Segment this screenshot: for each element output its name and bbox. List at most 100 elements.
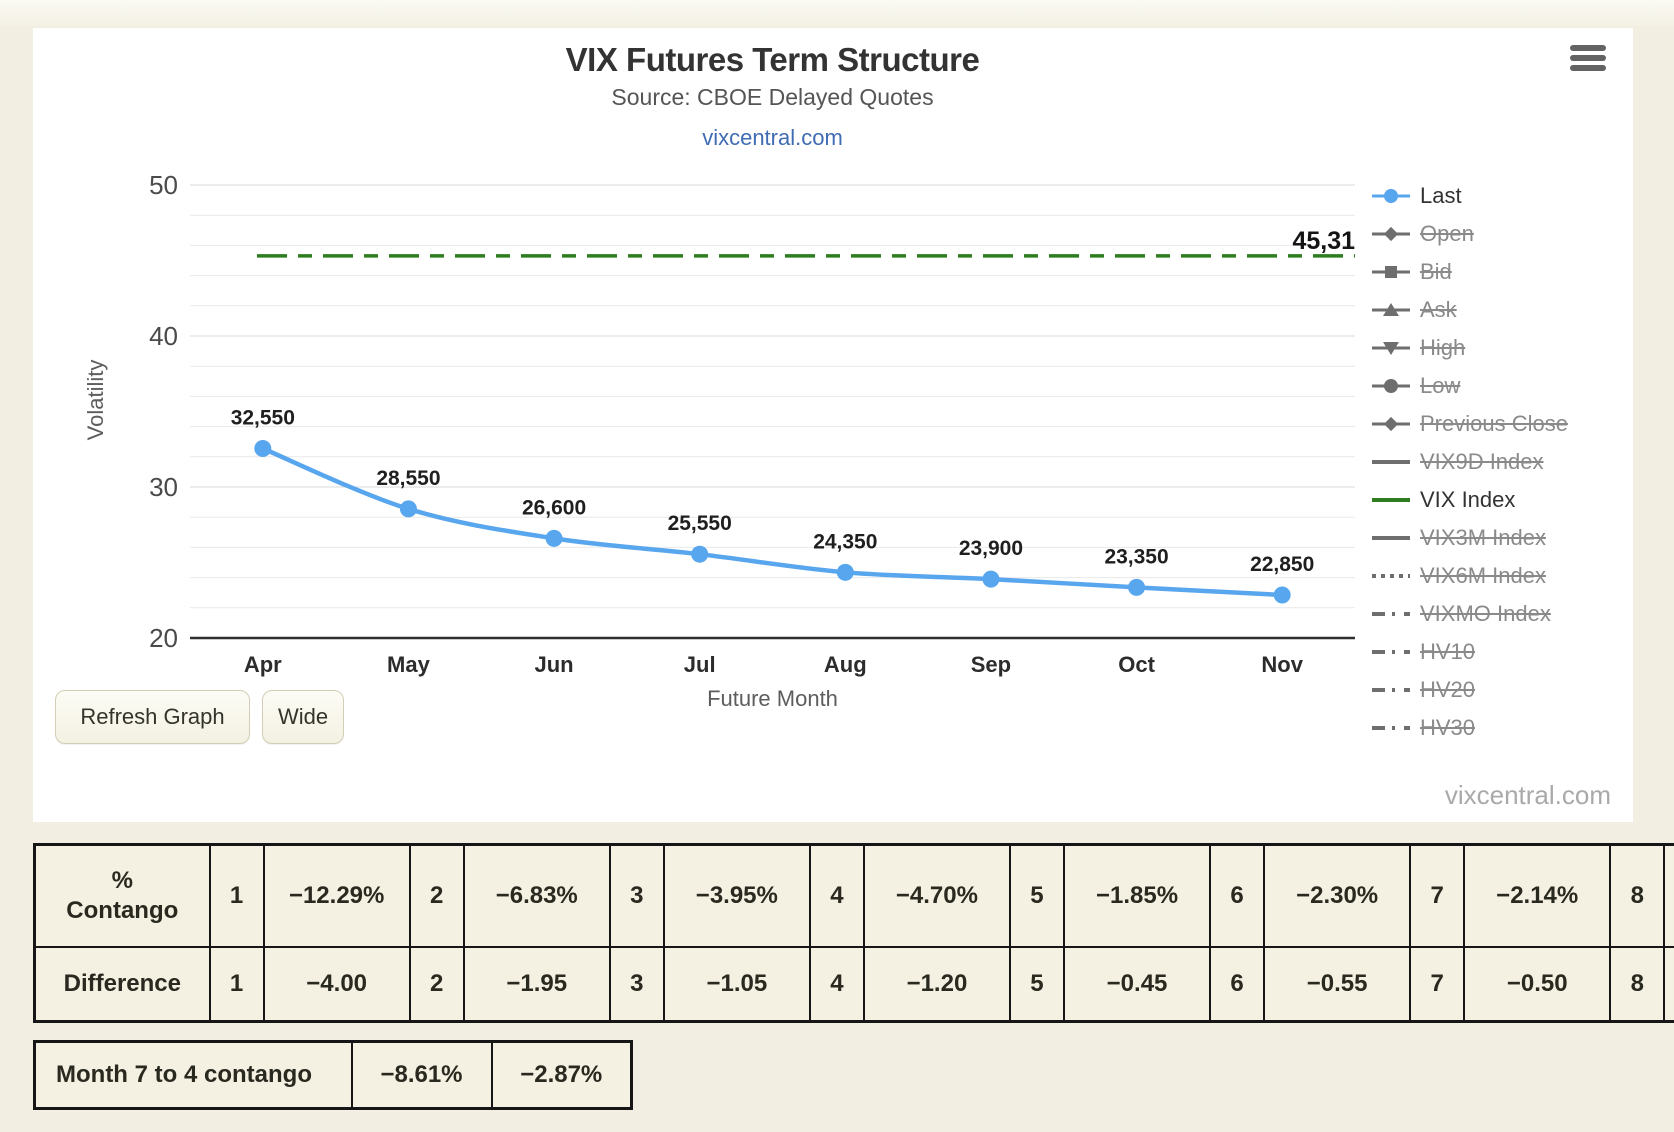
- legend-marker-icon: [1372, 303, 1410, 316]
- legend-item-previous-close[interactable]: Previous Close: [1371, 405, 1568, 443]
- series-point-sep[interactable]: [982, 570, 1000, 588]
- series-point-oct[interactable]: [1128, 578, 1146, 596]
- legend-item-vix3m-index[interactable]: VIX3M Index: [1371, 519, 1568, 557]
- table-row: Difference 1 −4.00 2 −1.95 3 −1.05 4 −1.20 5 −0.45…: [33, 946, 1674, 1023]
- wide-button[interactable]: Wide: [262, 690, 344, 744]
- value-cell: −2.30%: [1263, 843, 1412, 948]
- month-index-cell: 7: [1409, 946, 1466, 1023]
- month-index-cell: 2: [408, 843, 465, 948]
- x-tick-label: Nov: [1261, 652, 1303, 677]
- m74-value-1: −8.61%: [350, 1040, 493, 1110]
- series-point-aug[interactable]: [836, 563, 854, 581]
- legend-item-open[interactable]: Open: [1371, 215, 1568, 253]
- x-tick-label: Sep: [971, 652, 1011, 677]
- data-label: 23,900: [959, 537, 1023, 560]
- legend-marker-icon: [1372, 498, 1410, 502]
- value-cell: −4.70%: [862, 843, 1011, 948]
- value-cell: −0.55: [1263, 946, 1412, 1023]
- month-index-cell: 1: [208, 843, 265, 948]
- last-series-line[interactable]: [261, 446, 1283, 598]
- legend-item-label: Last: [1420, 183, 1462, 208]
- series-point-nov[interactable]: [1273, 586, 1291, 604]
- refresh-graph-button[interactable]: Refresh Graph: [55, 690, 250, 744]
- series-point-jun[interactable]: [545, 529, 563, 547]
- legend-item-vixmo-index[interactable]: VIXMO Index: [1371, 595, 1568, 633]
- data-label: 24,350: [813, 530, 877, 553]
- watermark: vixcentral.com: [1444, 780, 1611, 810]
- month-index-cell: 2: [408, 946, 465, 1023]
- data-label: 23,350: [1104, 545, 1168, 568]
- legend-marker-icon: [1372, 226, 1410, 242]
- legend-marker-icon: [1372, 266, 1410, 278]
- m74-label: Month 7 to 4 contango: [33, 1040, 353, 1110]
- legend-item-hv30[interactable]: HV30: [1371, 709, 1568, 747]
- m74-value-2: −2.87%: [490, 1040, 633, 1110]
- value-cell: −1.20: [862, 946, 1011, 1023]
- legend-item-label: Ask: [1420, 297, 1457, 322]
- value-cell: −2.14%: [1463, 843, 1612, 948]
- row-label: Difference: [33, 946, 211, 1023]
- legend-marker-icon: [1372, 688, 1410, 692]
- value-cell: [1663, 946, 1674, 1023]
- x-tick-label: Jun: [535, 652, 574, 677]
- top-strip: [0, 0, 1674, 26]
- month-index-cell: 3: [608, 843, 665, 948]
- legend-item-label: VIXMO Index: [1420, 601, 1551, 626]
- legend-marker-icon: [1372, 189, 1410, 203]
- month-index-cell: 4: [808, 843, 865, 948]
- legend-item-label: VIX Index: [1420, 487, 1516, 512]
- legend-item-label: VIX9D Index: [1420, 449, 1544, 474]
- legend-item-label: High: [1420, 335, 1466, 360]
- month-7-to-4-contango-table: Month 7 to 4 contango −8.61% −2.87%: [33, 1040, 633, 1110]
- legend-item-high[interactable]: High: [1371, 329, 1568, 367]
- value-cell: −1.95: [462, 946, 611, 1023]
- value-cell: −12.29%: [262, 843, 411, 948]
- y-tick-label: 30: [149, 472, 178, 502]
- legend-item-label: Open: [1420, 221, 1474, 246]
- data-label: 22,850: [1250, 553, 1314, 576]
- legend-item-low[interactable]: Low: [1371, 367, 1568, 405]
- month-index-cell: 1: [208, 946, 265, 1023]
- legend-item-label: Previous Close: [1420, 411, 1568, 436]
- contango-table: % Contango 1 −12.29% 2 −6.83% 3 −3.95% 4 −4.70% 5−…: [33, 843, 1674, 1023]
- series-point-jul[interactable]: [691, 545, 709, 563]
- value-cell: −6.83%: [462, 843, 611, 948]
- value-cell: [1663, 843, 1674, 948]
- legend-marker-icon: [1372, 460, 1410, 464]
- legend-marker-icon: [1372, 650, 1410, 654]
- legend-item-vix6m-index[interactable]: VIX6M Index: [1371, 557, 1568, 595]
- hamburger-icon[interactable]: [1570, 45, 1606, 75]
- y-tick-label: 40: [149, 321, 178, 351]
- data-label: 26,600: [522, 496, 586, 519]
- legend-item-label: Bid: [1420, 259, 1452, 284]
- series-point-apr[interactable]: [254, 439, 272, 457]
- legend-marker-icon: [1372, 612, 1410, 616]
- legend-item-label: Low: [1420, 373, 1461, 398]
- data-label: 25,550: [668, 512, 732, 535]
- vixcentral-link[interactable]: vixcentral.com: [702, 125, 843, 150]
- legend-item-bid[interactable]: Bid: [1371, 253, 1568, 291]
- legend-item-vix9d-index[interactable]: VIX9D Index: [1371, 443, 1568, 481]
- value-cell: −0.50: [1463, 946, 1612, 1023]
- y-axis-title: Volatility: [83, 360, 108, 441]
- month-index-cell: 6: [1209, 946, 1266, 1023]
- table-row: % Contango 1 −12.29% 2 −6.83% 3 −3.95% 4 −4.70% 5−…: [33, 843, 1674, 948]
- x-axis-title: Future Month: [707, 686, 838, 711]
- legend-item-last[interactable]: Last: [1371, 177, 1568, 215]
- series-point-may[interactable]: [399, 500, 417, 518]
- data-label: 32,550: [231, 406, 295, 429]
- y-tick-label: 20: [149, 623, 178, 653]
- legend-item-ask[interactable]: Ask: [1371, 291, 1568, 329]
- legend-item-vix-index[interactable]: VIX Index: [1371, 481, 1568, 519]
- chart-title: VIX Futures Term Structure: [565, 41, 980, 78]
- month-index-cell: 5: [1008, 843, 1065, 948]
- value-cell: −4.00: [262, 946, 411, 1023]
- value-cell: −1.85%: [1062, 843, 1212, 948]
- legend-item-hv20[interactable]: HV20: [1371, 671, 1568, 709]
- legend-item-label: HV30: [1420, 715, 1476, 740]
- data-label: 28,550: [376, 467, 440, 490]
- chart-card: 20 30 40 50 Apr May Jun Jul Aug Sep Oct Nov Future M…: [33, 28, 1633, 822]
- legend-item-hv10[interactable]: HV10: [1371, 633, 1568, 671]
- legend-marker-icon: [1372, 574, 1410, 578]
- chart-plot-area[interactable]: 20 30 40 50 Apr May Jun Jul Aug Sep Oct Nov Future M…: [33, 28, 1633, 822]
